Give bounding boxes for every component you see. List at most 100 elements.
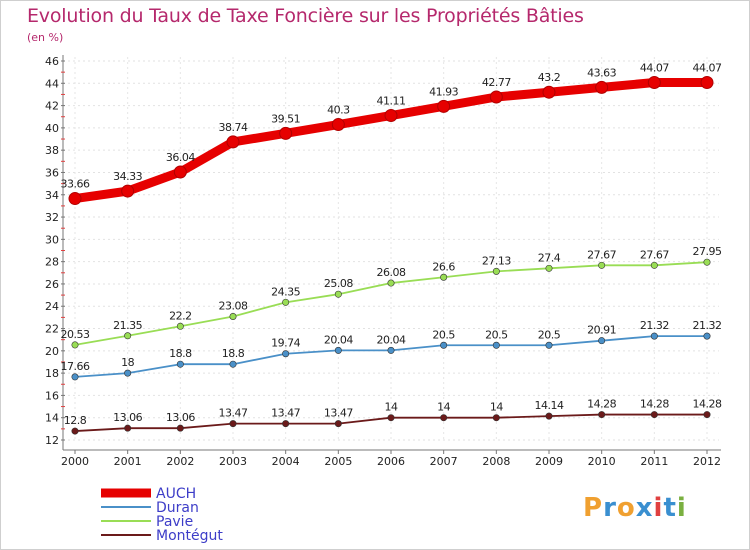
legend-label-auch: AUCH — [156, 486, 196, 502]
x-tick-label: 2011 — [640, 455, 668, 468]
data-point-montgut — [545, 412, 553, 420]
data-label-pavie: 27.4 — [538, 251, 561, 264]
data-point-montgut — [229, 420, 237, 428]
data-label-duran: 21.32 — [693, 319, 722, 332]
data-label-auch: 44.07 — [693, 62, 722, 75]
data-label-auch: 41.11 — [377, 95, 406, 108]
data-label-montgut: 14.14 — [535, 399, 564, 412]
proxiti-logo: Proxiti — [583, 493, 687, 523]
x-tick-label: 2002 — [166, 455, 194, 468]
data-point-auch — [173, 165, 187, 179]
data-point-duran — [492, 341, 500, 349]
data-point-pavie — [71, 341, 79, 349]
data-label-auch: 44.07 — [640, 62, 669, 75]
data-point-duran — [545, 341, 553, 349]
data-label-duran: 17.66 — [61, 360, 90, 373]
data-label-duran: 20.04 — [377, 333, 406, 346]
data-point-pavie — [703, 258, 711, 266]
data-point-auch — [331, 118, 345, 132]
data-label-pavie: 27.67 — [587, 248, 616, 261]
data-label-auch: 40.3 — [327, 104, 350, 117]
y-tick-label: 32 — [45, 211, 59, 224]
x-tick-label: 2006 — [377, 455, 405, 468]
data-point-auch — [68, 192, 82, 206]
data-point-montgut — [387, 414, 395, 422]
data-point-montgut — [334, 420, 342, 428]
data-label-montgut: 12.8 — [64, 414, 87, 427]
x-tick-label: 2012 — [693, 455, 721, 468]
data-label-auch: 42.77 — [482, 76, 511, 89]
data-label-auch: 38.74 — [219, 121, 248, 134]
data-point-pavie — [598, 261, 606, 269]
y-tick-label: 14 — [45, 412, 59, 425]
data-point-auch — [279, 126, 293, 140]
data-label-pavie: 23.08 — [219, 299, 248, 312]
legend-label-pavie: Pavie — [156, 514, 193, 530]
legend-label-duran: Duran — [156, 500, 199, 516]
data-point-auch — [121, 184, 135, 198]
data-point-pavie — [176, 322, 184, 330]
data-point-montgut — [650, 411, 658, 419]
data-point-pavie — [545, 264, 553, 272]
x-tick-label: 2005 — [324, 455, 352, 468]
data-label-pavie: 27.67 — [640, 248, 669, 261]
data-label-duran: 18 — [121, 356, 134, 369]
data-label-duran: 18.8 — [169, 347, 192, 360]
data-point-auch — [384, 109, 398, 123]
data-label-duran: 20.04 — [324, 333, 353, 346]
data-label-duran: 19.74 — [271, 337, 300, 350]
data-point-montgut — [124, 424, 132, 432]
data-label-pavie: 26.08 — [377, 266, 406, 279]
data-label-montgut: 13.47 — [219, 407, 248, 420]
y-tick-label: 40 — [45, 122, 59, 135]
data-label-auch: 43.2 — [538, 71, 561, 84]
data-label-pavie: 21.35 — [113, 319, 142, 332]
data-point-duran — [440, 341, 448, 349]
y-tick-label: 24 — [45, 300, 59, 313]
data-point-auch — [700, 76, 714, 90]
data-point-montgut — [176, 424, 184, 432]
data-label-montgut: 14.28 — [640, 398, 669, 411]
data-label-pavie: 25.08 — [324, 277, 353, 290]
data-label-montgut: 14.28 — [587, 398, 616, 411]
data-point-auch — [647, 76, 661, 90]
data-point-pavie — [124, 332, 132, 340]
data-point-duran — [282, 350, 290, 358]
data-point-montgut — [492, 414, 500, 422]
y-tick-label: 28 — [45, 256, 59, 269]
data-label-auch: 36.04 — [166, 151, 195, 164]
data-point-pavie — [650, 261, 658, 269]
data-label-montgut: 13.06 — [113, 411, 142, 424]
chart-title: Evolution du Taux de Taxe Foncière sur l… — [27, 5, 584, 27]
data-label-montgut: 13.47 — [324, 407, 353, 420]
data-point-duran — [334, 346, 342, 354]
data-label-duran: 20.5 — [485, 328, 508, 341]
y-tick-label: 44 — [45, 77, 59, 90]
x-tick-label: 2003 — [219, 455, 247, 468]
data-point-pavie — [282, 298, 290, 306]
data-point-duran — [229, 360, 237, 368]
y-tick-label: 38 — [45, 144, 59, 157]
data-label-pavie: 27.95 — [693, 245, 722, 258]
x-tick-label: 2001 — [114, 455, 142, 468]
y-tick-label: 34 — [45, 189, 59, 202]
data-label-montgut: 13.47 — [271, 407, 300, 420]
data-label-pavie: 27.13 — [482, 254, 511, 267]
data-point-auch — [542, 85, 556, 99]
data-label-duran: 20.91 — [587, 324, 616, 337]
data-label-duran: 18.8 — [222, 347, 245, 360]
data-point-montgut — [598, 411, 606, 419]
data-label-montgut: 14 — [437, 401, 450, 414]
data-label-auch: 41.93 — [429, 85, 458, 98]
y-tick-label: 30 — [45, 233, 59, 246]
data-label-auch: 33.66 — [61, 178, 90, 191]
data-point-pavie — [334, 290, 342, 298]
data-label-montgut: 14.28 — [693, 398, 722, 411]
chart-subtitle: (en %) — [27, 31, 64, 44]
data-point-montgut — [282, 420, 290, 428]
data-label-auch: 34.33 — [113, 170, 142, 183]
data-point-pavie — [387, 279, 395, 287]
data-label-montgut: 14 — [385, 401, 398, 414]
